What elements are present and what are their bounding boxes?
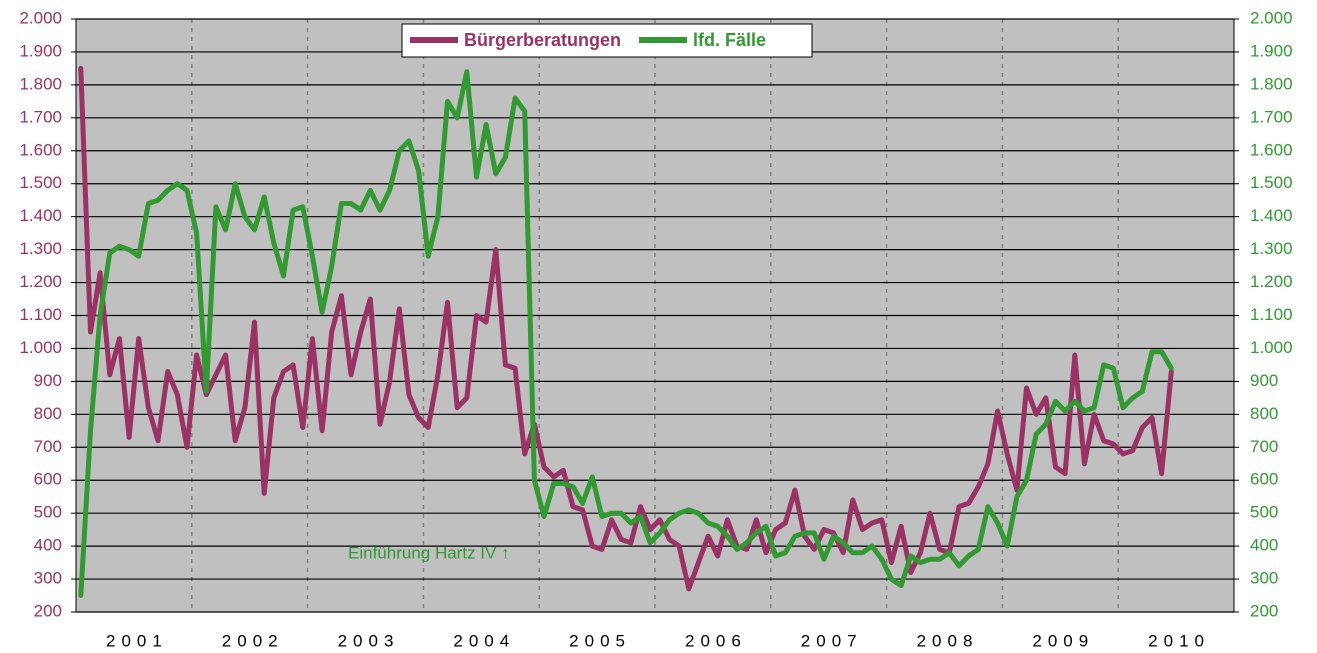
legend-label: Bürgerberatungen [464,30,621,50]
x-tick-label: 2010 [1148,631,1210,650]
y-tick-label: 1.600 [19,140,62,159]
y2-tick-label: 1.200 [1250,272,1293,291]
x-tick-label: 2006 [685,631,747,650]
y2-tick-label: 1.500 [1250,173,1293,192]
y2-tick-label: 1.900 [1250,41,1293,60]
plot-border [75,18,1235,613]
y-tick-label: 1.100 [19,305,62,324]
y2-tick-label: 1.700 [1250,107,1293,126]
y-tick-label: 400 [34,536,62,555]
y-tick-label: 900 [34,371,62,390]
y2-tick-label: 1.300 [1250,239,1293,258]
y2-tick-label: 500 [1250,503,1278,522]
series-line [78,65,1174,592]
y2-tick-label: 1.800 [1250,74,1293,93]
y-tick-label: 1.300 [19,239,62,258]
y-tick-label: 500 [34,503,62,522]
y2-tick-label: 1.100 [1250,305,1293,324]
y2-tick-label: 1.600 [1250,140,1293,159]
y-tick-label: 2.000 [19,8,62,27]
annotation: Einführung Hartz IV ↑ [348,543,510,562]
series-line [78,69,1174,598]
x-tick-label: 2003 [338,631,400,650]
x-tick-label: 2009 [1032,631,1094,650]
x-tick-label: 2005 [569,631,631,650]
y-tick-label: 1.900 [19,41,62,60]
x-tick-label: 2001 [106,631,168,650]
y-tick-label: 200 [34,601,62,620]
y-tick-label: 1.000 [19,338,62,357]
y-tick-label: 1.500 [19,173,62,192]
y-tick-label: 300 [34,569,62,588]
y2-tick-label: 400 [1250,536,1278,555]
y2-tick-label: 900 [1250,371,1278,390]
y2-tick-label: 800 [1250,404,1278,423]
y2-tick-label: 700 [1250,437,1278,456]
y2-tick-label: 1.000 [1250,338,1293,357]
y-tick-label: 600 [34,470,62,489]
y2-tick-label: 2.000 [1250,8,1293,27]
y-tick-label: 1.400 [19,206,62,225]
x-tick-label: 2002 [222,631,284,650]
legend-label: lfd. Fälle [693,30,766,50]
y-tick-label: 1.800 [19,74,62,93]
legend-box [401,23,813,58]
x-tick-label: 2008 [917,631,979,650]
y-tick-label: 800 [34,404,62,423]
y2-tick-label: 1.400 [1250,206,1293,225]
y2-tick-label: 200 [1250,601,1278,620]
y-tick-label: 1.200 [19,272,62,291]
legend: Bürgerberatungen lfd. Fälle [401,23,813,58]
x-tick-label: 2007 [801,631,863,650]
y-tick-label: 1.700 [19,107,62,126]
y2-tick-label: 600 [1250,470,1278,489]
x-tick-label: 2004 [453,631,515,650]
y2-tick-label: 300 [1250,569,1278,588]
y-tick-label: 700 [34,437,62,456]
